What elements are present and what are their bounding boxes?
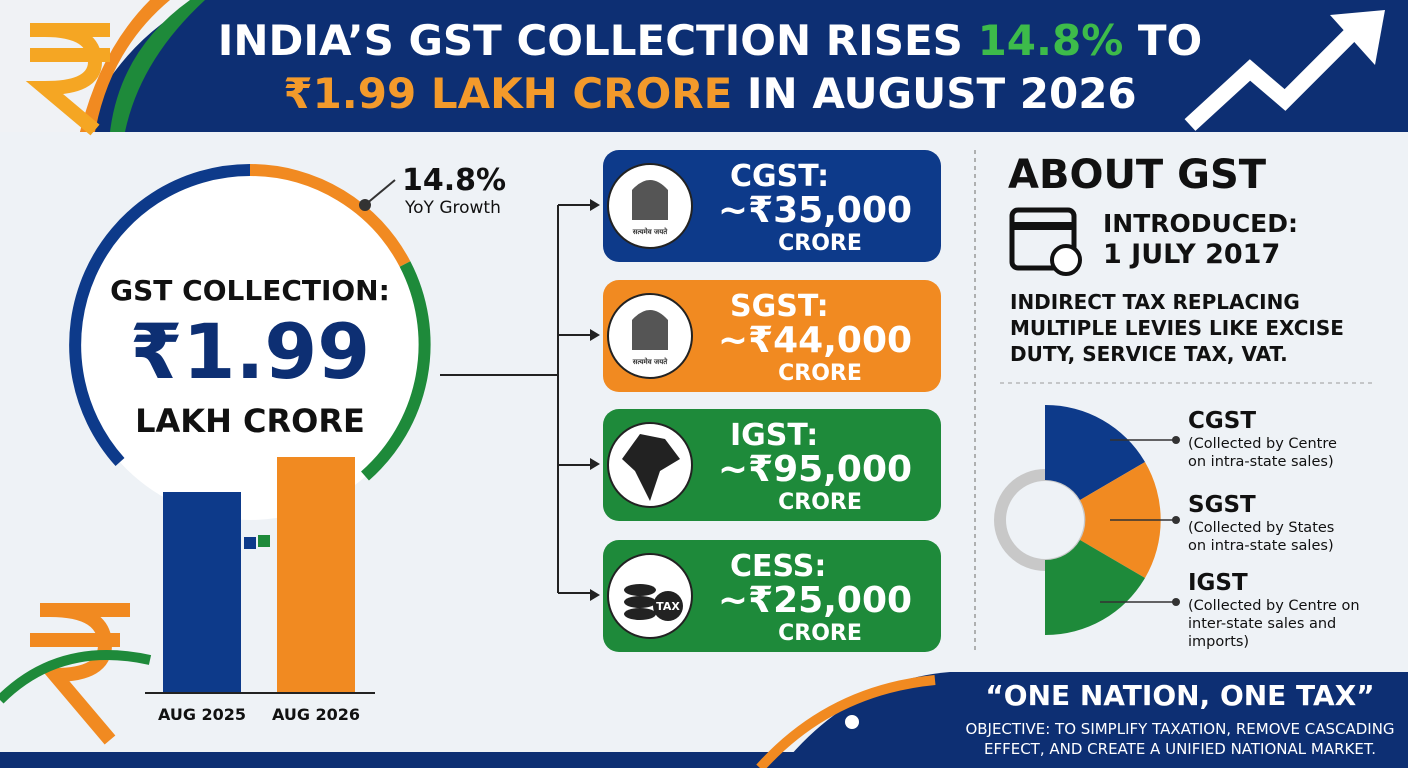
description-line: DUTY, SERVICE TAX, VAT. — [1010, 342, 1288, 366]
legend-note: inter-state sales and — [1188, 616, 1336, 632]
ring-blue — [69, 164, 251, 467]
clock-icon — [1050, 244, 1082, 276]
title-highlight: ₹1.99 LAKH CRORE — [283, 69, 732, 118]
bar-label: AUG 2026 — [272, 705, 360, 724]
legend-name: SGST — [1188, 492, 1256, 518]
tax-badge-text: TAX — [656, 600, 680, 613]
card-unit: CRORE — [778, 490, 862, 515]
bar-label: AUG 2025 — [158, 705, 246, 724]
card-amount: ~₹44,000 — [718, 320, 912, 361]
india-map-icon — [622, 434, 680, 501]
card — [603, 409, 941, 521]
bar-link — [258, 535, 270, 547]
card-name: SGST: — [730, 289, 829, 324]
bar-aug-2025 — [163, 492, 241, 692]
introduced-label: INTRODUCED: — [1103, 209, 1298, 238]
collection-circle — [75, 170, 425, 520]
growth-value: 14.8% — [402, 163, 506, 198]
legend-dot — [1172, 516, 1180, 524]
header-band — [0, 0, 1408, 132]
growth-label: YoY Growth — [404, 198, 501, 218]
ring-green — [361, 261, 431, 481]
card — [603, 280, 941, 392]
bar-aug-2026 — [277, 457, 355, 692]
arrowhead — [590, 589, 600, 601]
emblem-icon — [632, 180, 668, 220]
tax-badge — [653, 591, 683, 621]
rupee-icon — [25, 23, 110, 136]
legend-name: IGST — [1188, 570, 1248, 596]
legend-note: (Collected by States — [1188, 520, 1334, 536]
trend-arrowhead — [1330, 10, 1385, 65]
card-unit: CRORE — [778, 231, 862, 256]
about-title: ABOUT GST — [1008, 152, 1267, 198]
footer-band — [780, 672, 1408, 768]
title-line: INDIA’S GST COLLECTION RISES 14.8% TO — [218, 16, 1203, 65]
objective-line: OBJECTIVE: TO SIMPLIFY TAXATION, REMOVE … — [965, 720, 1394, 738]
card-unit: CRORE — [778, 621, 862, 646]
card-amount: ~₹35,000 — [718, 190, 912, 231]
emblem-text: सत्यमेव जयते — [632, 357, 669, 366]
card-name: IGST: — [730, 418, 818, 453]
arrowhead — [590, 329, 600, 341]
rupee-icon — [30, 603, 130, 745]
legend-note: (Collected by Centre — [1188, 436, 1337, 452]
bar-link — [244, 537, 256, 549]
donut-cgst — [1045, 404, 1145, 500]
arrowhead — [590, 199, 600, 211]
legend-note: on intra-state sales) — [1188, 454, 1334, 470]
title-part: IN AUGUST 2026 — [732, 69, 1136, 118]
legend-name: CGST — [1188, 408, 1256, 434]
coin-icon — [624, 596, 656, 608]
emblem-text: सत्यमेव जयते — [632, 227, 669, 236]
card-icon — [607, 553, 693, 639]
legend-dot — [1172, 436, 1180, 444]
collection-unit: LAKH CRORE — [135, 402, 365, 440]
legend-dot — [1172, 598, 1180, 606]
card-unit: CRORE — [778, 361, 862, 386]
coin-icon — [624, 584, 656, 596]
collection-amount: ₹1.99 — [130, 307, 370, 396]
card-amount: ~₹25,000 — [718, 580, 912, 621]
growth-pointer — [364, 179, 396, 206]
arrowhead — [590, 458, 600, 470]
trend-arrow — [1184, 19, 1366, 131]
flag-green — [110, 0, 205, 132]
legend-note: on intra-state sales) — [1188, 538, 1334, 554]
title-part: INDIA’S GST COLLECTION RISES — [218, 16, 978, 65]
flag-swoosh — [756, 675, 936, 768]
calendar-icon — [1009, 207, 1077, 271]
motto: “ONE NATION, ONE TAX” — [985, 679, 1374, 712]
flag-swoosh — [0, 650, 152, 704]
legend: CGST (Collected by Centre on intra-state s… — [1100, 408, 1360, 650]
card-name: CGST: — [730, 159, 829, 194]
description-line: MULTIPLE LEVIES LIKE EXCISE — [1010, 316, 1344, 340]
donut-igst — [1045, 540, 1145, 636]
coin-icon — [624, 608, 656, 620]
description-line: INDIRECT TAX REPLACING — [1010, 290, 1300, 314]
flag-orange — [80, 0, 170, 132]
collection-label: GST COLLECTION: — [110, 274, 390, 307]
card — [603, 150, 941, 262]
emblem-icon — [632, 310, 668, 350]
introduced-date: 1 JULY 2017 — [1103, 239, 1280, 270]
chakra-icon — [843, 713, 861, 731]
title-part: TO — [1123, 16, 1202, 65]
connector — [440, 204, 590, 594]
title-line: ₹1.99 LAKH CRORE IN AUGUST 2026 — [283, 69, 1136, 118]
legend-note: (Collected by Centre on — [1188, 598, 1360, 614]
title-highlight: 14.8% — [978, 16, 1124, 65]
card-name: CESS: — [730, 549, 826, 584]
ring-orange — [249, 164, 411, 267]
card-amount: ~₹95,000 — [718, 449, 912, 490]
objective-line: EFFECT, AND CREATE A UNIFIED NATIONAL MA… — [984, 740, 1376, 758]
legend-note: imports) — [1188, 634, 1249, 650]
card — [603, 540, 941, 652]
